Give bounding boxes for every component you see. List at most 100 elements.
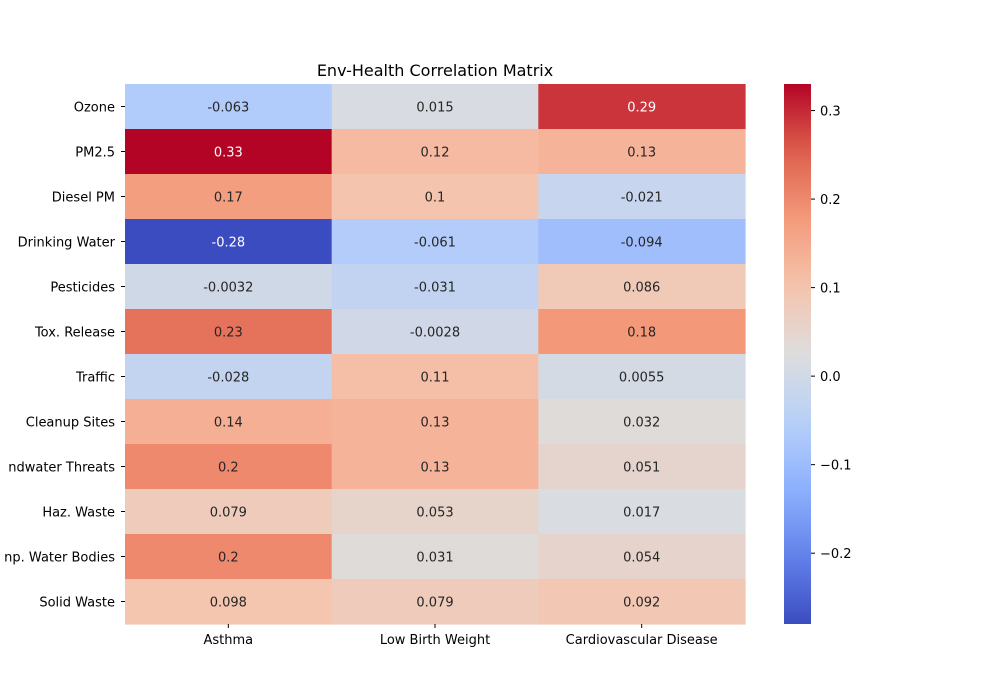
heatmap-cell xyxy=(331,219,539,265)
y-tick-label: np. Water Bodies xyxy=(4,551,115,566)
heatmap-cell xyxy=(538,354,746,400)
heatmap-cell xyxy=(331,399,539,445)
cell-value-label: 0.017 xyxy=(623,506,660,521)
cell-value-label: 0.031 xyxy=(416,551,453,566)
x-tick-label: Low Birth Weight xyxy=(380,633,490,648)
cell-value-label: -0.28 xyxy=(212,236,246,251)
colorbar-gradient xyxy=(784,84,811,624)
heatmap-cell xyxy=(331,579,539,625)
cell-value-label: -0.0032 xyxy=(203,281,253,296)
cell-value-label: 0.2 xyxy=(218,551,239,566)
cell-value-label: -0.063 xyxy=(207,101,249,116)
y-tick-label: Haz. Waste xyxy=(42,506,115,521)
heatmap-cell xyxy=(125,264,333,310)
cell-value-label: 0.2 xyxy=(218,461,239,476)
cell-value-label: 0.14 xyxy=(214,416,243,431)
x-tick-label: Cardiovascular Disease xyxy=(566,633,718,648)
heatmap-cell xyxy=(538,219,746,265)
colorbar-tick-label: −0.2 xyxy=(820,547,852,562)
cell-value-label: 0.12 xyxy=(421,146,450,161)
heatmap-cell xyxy=(331,534,539,580)
cell-value-label: -0.031 xyxy=(414,281,456,296)
cell-value-label: 0.13 xyxy=(421,461,450,476)
heatmap-cell xyxy=(125,219,333,265)
heatmap-cell xyxy=(125,444,333,490)
cell-value-label: 0.29 xyxy=(627,101,656,116)
cell-value-label: 0.092 xyxy=(623,596,660,611)
y-tick-label: Pesticides xyxy=(50,281,115,296)
cell-value-label: -0.0028 xyxy=(410,326,460,341)
cell-value-label: 0.051 xyxy=(623,461,660,476)
heatmap-cell xyxy=(538,129,746,175)
x-tick-label: Asthma xyxy=(204,633,254,648)
y-tick-label: ndwater Threats xyxy=(8,461,115,476)
chart-title: Env-Health Correlation Matrix xyxy=(317,61,553,80)
cell-value-label: 0.079 xyxy=(210,506,247,521)
cell-value-label: 0.1 xyxy=(425,191,446,206)
heatmap-cell xyxy=(331,84,539,130)
heatmap-cell xyxy=(125,534,333,580)
y-tick-label: Tox. Release xyxy=(34,326,115,341)
y-tick-label: Solid Waste xyxy=(39,596,115,611)
heatmap-cell xyxy=(538,174,746,220)
heatmap-cell xyxy=(538,309,746,355)
x-axis-ticks: Asthma Low Birth Weight Cardiovascular Dis… xyxy=(204,624,718,648)
cell-value-label: 0.13 xyxy=(421,416,450,431)
cell-value-label: 0.18 xyxy=(627,326,656,341)
cell-value-label: 0.086 xyxy=(623,281,660,296)
cell-value-label: 0.032 xyxy=(623,416,660,431)
heatmap-cell xyxy=(331,129,539,175)
y-tick-label: Diesel PM xyxy=(52,191,115,206)
heatmap-cell xyxy=(331,264,539,310)
heatmap-cell xyxy=(125,84,333,130)
heatmap-cell xyxy=(125,129,333,175)
heatmap-cell xyxy=(538,534,746,580)
cell-value-label: 0.098 xyxy=(210,596,247,611)
colorbar: −0.2 −0.1 0.0 0.1 0.2 0.3 xyxy=(784,84,852,624)
y-tick-label: PM2.5 xyxy=(75,146,115,161)
heatmap-cell xyxy=(125,489,333,535)
cell-value-label: -0.094 xyxy=(621,236,663,251)
colorbar-tick-label: 0.2 xyxy=(820,193,841,208)
y-tick-label: Ozone xyxy=(74,101,115,116)
cell-value-label: 0.33 xyxy=(214,146,243,161)
heatmap-cell xyxy=(125,309,333,355)
cell-value-label: 0.0055 xyxy=(619,371,665,386)
heatmap-cell xyxy=(331,174,539,220)
cell-value-label: 0.079 xyxy=(416,596,453,611)
cell-value-label: 0.054 xyxy=(623,551,660,566)
heatmap-cell xyxy=(125,579,333,625)
cell-value-label: 0.015 xyxy=(416,101,453,116)
heatmap-cell xyxy=(538,399,746,445)
heatmap-cell xyxy=(125,354,333,400)
y-axis-ticks: Ozone PM2.5 Diesel PM Drinking Water Pestici… xyxy=(4,101,125,611)
heatmap-cell xyxy=(538,579,746,625)
heatmap-cell xyxy=(538,444,746,490)
cell-value-label: -0.061 xyxy=(414,236,456,251)
colorbar-tick-label: −0.1 xyxy=(820,459,852,474)
y-tick-label: Cleanup Sites xyxy=(26,416,115,431)
cell-value-label: 0.23 xyxy=(214,326,243,341)
colorbar-tick-label: 0.3 xyxy=(820,105,841,120)
y-tick-label: Traffic xyxy=(75,371,115,386)
heatmap-cell xyxy=(538,489,746,535)
heatmap-cell xyxy=(331,444,539,490)
heatmap-cell xyxy=(538,84,746,130)
colorbar-tick-label: 0.1 xyxy=(820,282,841,297)
cell-value-label: 0.11 xyxy=(421,371,450,386)
colorbar-tick-label: 0.0 xyxy=(820,370,841,385)
cell-value-label: -0.028 xyxy=(207,371,249,386)
y-tick-label: Drinking Water xyxy=(18,236,116,251)
cell-value-label: 0.13 xyxy=(627,146,656,161)
heatmap-cell-labels: -0.063 0.015 0.29 0.33 0.12 0.13 0.17 0.1 -0.021… xyxy=(203,101,664,611)
heatmap-cell xyxy=(125,399,333,445)
cell-value-label: 0.053 xyxy=(416,506,453,521)
cell-value-label: -0.021 xyxy=(621,191,663,206)
heatmap-cell xyxy=(125,174,333,220)
heatmap-cells xyxy=(125,84,746,625)
heatmap-cell xyxy=(538,264,746,310)
heatmap-cell xyxy=(331,354,539,400)
heatmap-cell xyxy=(331,489,539,535)
cell-value-label: 0.17 xyxy=(214,191,243,206)
